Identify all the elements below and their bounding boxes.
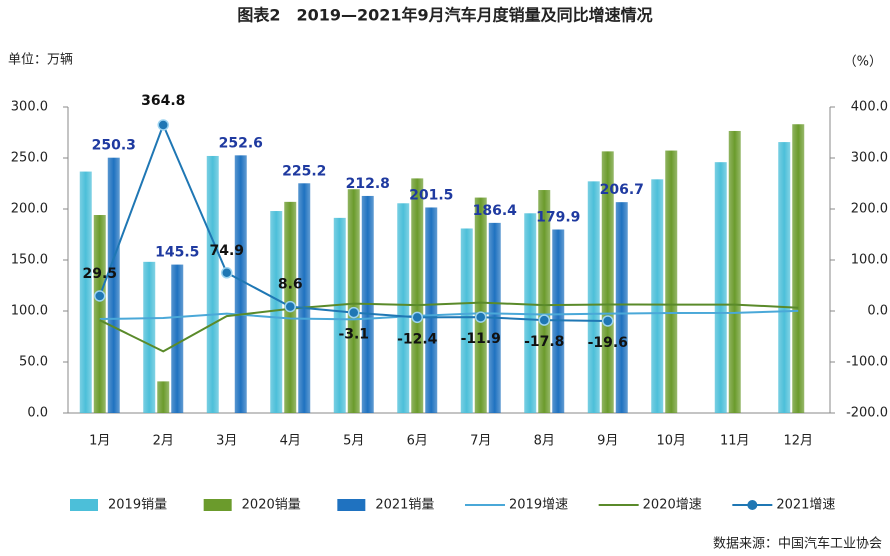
y-tick-label: 100.0 (11, 304, 48, 319)
bar (792, 124, 805, 413)
bar (665, 150, 678, 413)
bar (171, 264, 184, 413)
bar (157, 381, 170, 413)
line (99, 309, 799, 321)
x-tick-label: 12月 (783, 434, 813, 449)
x-tick-label: 11月 (720, 434, 750, 449)
x-tick-label: 7月 (470, 434, 491, 449)
y2-tick-label: 400.0 (851, 100, 888, 115)
chart-title: 图表2 2019—2021年9月汽车月度销量及同比增速情况 (237, 6, 652, 25)
line-marker (94, 290, 106, 302)
bar (460, 228, 473, 413)
data-label: 145.5 (155, 245, 199, 261)
x-tick-label: 10月 (656, 434, 686, 449)
data-label: 250.3 (92, 138, 136, 154)
y-tick-label: 300.0 (11, 100, 48, 115)
bar (347, 189, 360, 413)
y2-tick-label: 300.0 (851, 151, 888, 166)
bar (270, 211, 283, 413)
x-tick-label: 2月 (153, 434, 174, 449)
data-label: 186.4 (473, 203, 518, 219)
bar (93, 215, 106, 413)
y-tick-label: 0.0 (27, 406, 48, 421)
bar (538, 190, 551, 413)
data-label: 201.5 (409, 187, 453, 203)
bar (651, 179, 664, 413)
data-label: 74.9 (209, 243, 244, 259)
data-label: 8.6 (278, 277, 303, 293)
x-tick-label: 3月 (216, 434, 237, 449)
bar (107, 157, 120, 413)
line-marker (348, 306, 360, 319)
line-marker (284, 300, 296, 313)
data-label: 206.7 (600, 182, 644, 198)
data-label: 29.5 (82, 266, 117, 282)
legend-swatch (203, 499, 232, 511)
bar (234, 155, 247, 413)
bar (411, 178, 424, 413)
y2-tick-label: 0.0 (867, 304, 888, 319)
bar (79, 171, 92, 413)
line (99, 301, 799, 353)
data-label: -3.1 (338, 327, 369, 343)
data-label: 179.9 (536, 210, 580, 226)
x-tick-label: 5月 (343, 434, 364, 449)
line-marker (602, 315, 614, 327)
bar (397, 203, 410, 413)
bar (425, 207, 438, 413)
y-tick-label: 200.0 (11, 202, 48, 217)
bar (615, 202, 628, 413)
y-tick-label: 50.0 (19, 355, 48, 370)
bar (524, 213, 537, 413)
y2-tick-label: 100.0 (851, 253, 888, 268)
x-tick-label: 8月 (534, 434, 555, 449)
y2-tick-label: -200.0 (846, 406, 888, 421)
x-tick-label: 1月 (89, 434, 110, 449)
legend-label: 2021增速 (776, 498, 835, 513)
x-tick-label: 4月 (280, 434, 301, 449)
line-marker (157, 119, 169, 131)
bar (714, 162, 727, 413)
bar (601, 151, 614, 413)
bar (298, 183, 311, 413)
data-label: -11.9 (461, 331, 501, 347)
legend-swatch (70, 499, 98, 511)
line-marker (221, 267, 233, 279)
line-marker (475, 311, 487, 323)
bar (474, 197, 487, 413)
y-tick-label: 250.0 (11, 151, 48, 166)
x-tick-label: 6月 (407, 434, 428, 449)
bar (728, 130, 741, 413)
legend-label: 2021销量 (375, 498, 434, 513)
data-label: -19.6 (588, 335, 628, 351)
y2-axis-label: （%） (844, 55, 882, 70)
data-label: 252.6 (219, 135, 263, 151)
bar (778, 142, 791, 413)
legend-label: 2019销量 (108, 498, 167, 513)
bar (143, 261, 156, 413)
legend-label: 2019增速 (509, 498, 568, 513)
bar (206, 155, 219, 413)
y-tick-label: 150.0 (11, 253, 48, 268)
data-label: -12.4 (397, 331, 438, 347)
x-tick-label: 9月 (597, 434, 618, 449)
data-label: 225.2 (282, 163, 326, 179)
legend-marker (747, 500, 758, 510)
data-label: -17.8 (524, 334, 564, 350)
line-marker (411, 311, 423, 324)
line-marker (538, 314, 550, 326)
legend-swatch (337, 499, 366, 511)
source-note: 数据来源：中国汽车工业协会 (713, 536, 882, 552)
y2-tick-label: -100.0 (846, 355, 888, 370)
legend-label: 2020销量 (242, 498, 301, 513)
legend-label: 2020增速 (643, 498, 702, 513)
bar (587, 181, 600, 413)
data-label: 364.8 (141, 93, 185, 109)
y-axis-label: 单位：万辆 (8, 53, 73, 68)
y2-tick-label: 200.0 (851, 202, 888, 217)
data-label: 212.8 (346, 176, 390, 192)
bar (333, 217, 346, 413)
